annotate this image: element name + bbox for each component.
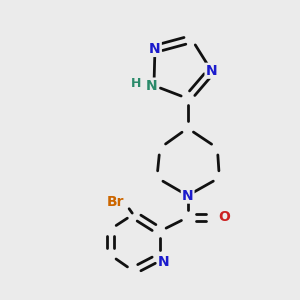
Text: H: H: [131, 77, 141, 90]
Text: N: N: [182, 189, 194, 202]
Text: O: O: [218, 210, 230, 224]
Text: Br: Br: [106, 194, 124, 208]
Text: N: N: [206, 64, 217, 78]
Text: N: N: [149, 42, 161, 56]
Text: N: N: [146, 79, 158, 93]
Text: N: N: [158, 255, 170, 269]
